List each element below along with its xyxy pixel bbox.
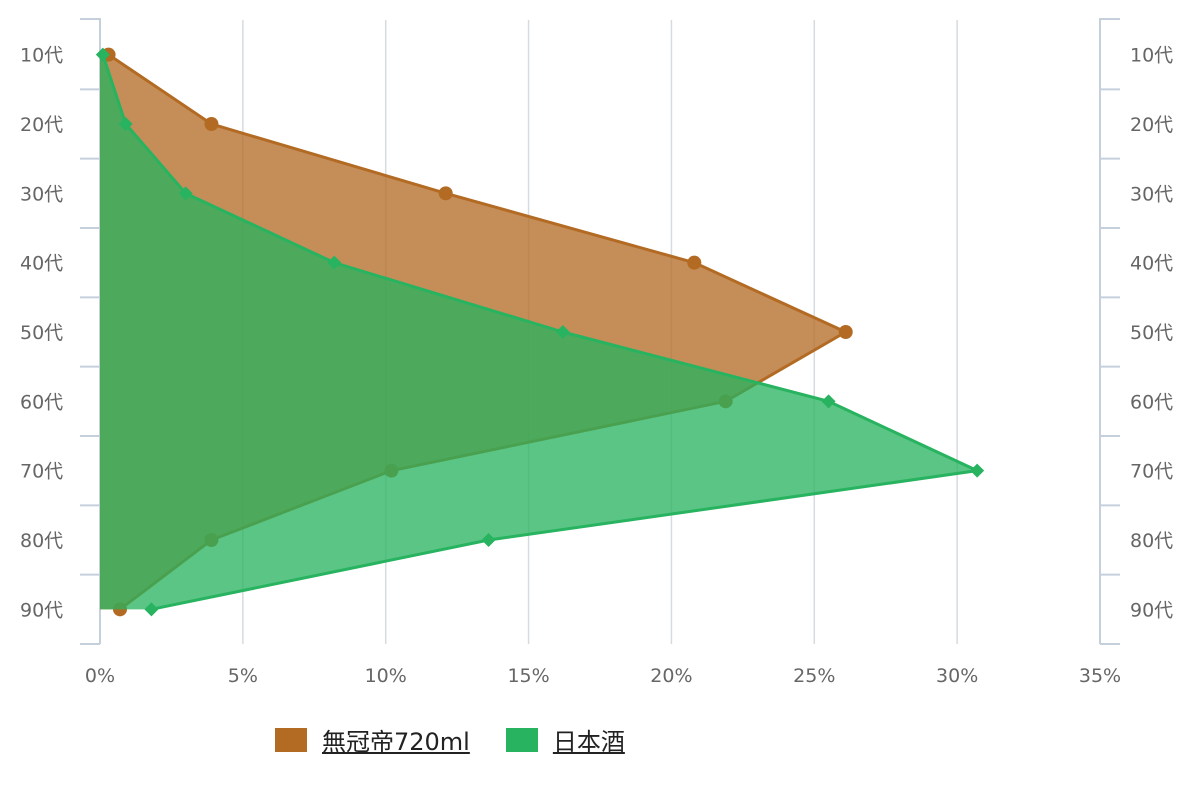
- x-tick-label: 25%: [793, 665, 835, 687]
- legend-swatch-nihonshu: [505, 727, 538, 752]
- data-point: [118, 117, 133, 131]
- y-tick-label-left: 30代: [20, 183, 63, 205]
- x-tick-label: 15%: [507, 665, 549, 687]
- data-point: [204, 117, 219, 131]
- data-point: [970, 463, 985, 478]
- x-tick-label: 0%: [85, 665, 115, 687]
- legend: 無冠帝720ml 日本酒: [275, 722, 661, 757]
- data-point: [555, 325, 570, 339]
- y-tick-label-right: 50代: [1130, 322, 1173, 344]
- legend-swatch-mukantei: [275, 727, 307, 752]
- series-group: [95, 47, 985, 617]
- y-tick-label-left: 60代: [20, 391, 63, 413]
- y-tick-label-right: 80代: [1130, 530, 1173, 552]
- y-tick-label-right: 90代: [1130, 599, 1173, 621]
- x-tick-label: 30%: [936, 665, 978, 687]
- y-tick-label-right: 10代: [1130, 45, 1173, 67]
- y-tick-label-left: 70代: [20, 461, 63, 483]
- data-point: [821, 394, 836, 409]
- y-tick-label-left: 20代: [20, 114, 63, 136]
- data-point: [327, 255, 342, 270]
- data-point: [95, 47, 110, 62]
- y-tick-label-right: 20代: [1130, 114, 1173, 136]
- data-point: [481, 533, 496, 547]
- data-point: [838, 325, 853, 339]
- y-tick-label-left: 80代: [20, 530, 63, 552]
- y-tick-label-left: 90代: [20, 599, 63, 621]
- legend-label-nihonshu: 日本酒: [552, 728, 625, 756]
- data-point: [144, 602, 159, 617]
- x-tick-label: 20%: [650, 665, 692, 687]
- y-tick-label-left: 50代: [20, 322, 63, 344]
- legend-item-mukantei[interactable]: 無冠帝720ml: [275, 722, 470, 757]
- y-tick-label-right: 60代: [1130, 391, 1173, 413]
- y-tick-label-right: 40代: [1130, 253, 1173, 275]
- legend-item-nihonshu[interactable]: 日本酒: [505, 722, 625, 757]
- series-area: [100, 54, 978, 610]
- y-tick-label-left: 10代: [20, 45, 63, 67]
- x-tick-label: 5%: [228, 665, 258, 687]
- data-point: [178, 186, 193, 201]
- data-point: [687, 255, 702, 270]
- y-tick-label-right: 30代: [1130, 183, 1173, 205]
- y-tick-label-left: 40代: [20, 253, 63, 275]
- x-tick-label: 35%: [1079, 665, 1121, 687]
- label-layer: 0% 5% 10% 15% 20% 25% 30% 35% 10代 20代 30代 40代 50代 60代…: [20, 45, 1173, 687]
- chart-svg: 0% 5% 10% 15% 20% 25% 30% 35% 10代 20代 30代 40代 50代 60代…: [20, 18, 1173, 687]
- y-tick-label-right: 70代: [1130, 461, 1173, 483]
- legend-label-mukantei: 無冠帝720ml: [322, 728, 470, 756]
- x-tick-label: 10%: [365, 665, 407, 687]
- series-layer: [95, 47, 985, 617]
- data-point: [438, 186, 453, 201]
